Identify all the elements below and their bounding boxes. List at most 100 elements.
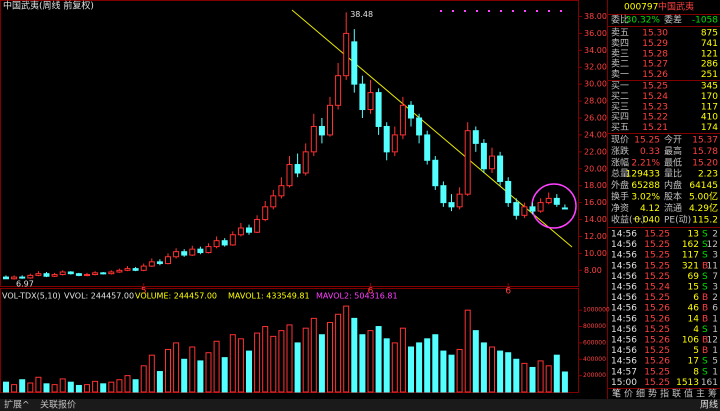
candle-body bbox=[246, 227, 252, 233]
candle-body bbox=[165, 256, 171, 265]
period[interactable]: 周线 bbox=[700, 399, 718, 411]
y-tick-label: 14.00 bbox=[584, 215, 607, 224]
trade-count: 6 bbox=[712, 304, 718, 314]
tab[interactable]: 联 bbox=[672, 389, 681, 400]
trade-side: S bbox=[702, 251, 708, 261]
candle-body bbox=[302, 151, 309, 174]
candle-body bbox=[343, 32, 350, 77]
trade-volume: 162 bbox=[682, 240, 699, 250]
volume-bar bbox=[132, 379, 139, 393]
candle-body bbox=[456, 193, 463, 208]
candle-body bbox=[19, 276, 26, 279]
volume-bar bbox=[11, 384, 18, 393]
trade-volume: 117 bbox=[682, 251, 699, 261]
x-tick-label: 6 bbox=[368, 287, 374, 297]
trade-volume: 1513 bbox=[676, 378, 699, 388]
x-tick-label: 5 bbox=[141, 287, 147, 297]
volume-bar bbox=[343, 305, 350, 393]
quote-label: 量比 bbox=[664, 168, 682, 180]
trade-side: B bbox=[702, 261, 708, 271]
volume-bar bbox=[351, 317, 358, 393]
volume-bar bbox=[367, 330, 374, 393]
tab[interactable]: 笔 bbox=[612, 388, 621, 400]
candle-body bbox=[513, 202, 520, 216]
tab[interactable]: 势 bbox=[648, 388, 657, 400]
trade-price: 15.25 bbox=[644, 293, 670, 303]
quote-value: 64145 bbox=[689, 181, 718, 191]
tab[interactable]: 筹 bbox=[708, 388, 717, 400]
candle-body bbox=[11, 276, 18, 280]
y-tick-label: 18.00 bbox=[584, 181, 607, 190]
volume-bar bbox=[165, 348, 171, 393]
volume-bar bbox=[561, 371, 568, 393]
book-label: 卖三 bbox=[611, 48, 629, 59]
annotation: 38.48 bbox=[350, 10, 373, 19]
trade-time: 14:56 bbox=[611, 251, 637, 261]
candle-body bbox=[173, 251, 180, 258]
candle-body bbox=[286, 164, 293, 187]
y-tick-label: 12.00 bbox=[584, 232, 607, 241]
volume-bar bbox=[432, 334, 439, 393]
candle-body bbox=[480, 142, 487, 170]
quote-label: 现价 bbox=[611, 135, 629, 146]
tab[interactable]: 细 bbox=[636, 388, 645, 400]
volume-bar bbox=[270, 335, 277, 393]
book-label: 买二 bbox=[611, 91, 629, 102]
tab[interactable]: 价 bbox=[624, 389, 633, 400]
stock-name: 中国武夷 bbox=[658, 1, 694, 13]
volume-bar bbox=[229, 334, 236, 393]
trade-count: 3 bbox=[712, 251, 718, 261]
candle-body bbox=[51, 274, 58, 277]
v-tick-label: 200000 bbox=[583, 372, 606, 379]
volume-bar bbox=[408, 346, 414, 393]
book-label: 买三 bbox=[611, 101, 629, 112]
trade-time: 14:56 bbox=[611, 230, 637, 240]
book-label: 卖二 bbox=[611, 59, 629, 70]
chart-title: 中国武夷(周线 前复权) bbox=[3, 0, 94, 12]
candle-body bbox=[254, 219, 261, 233]
candle-body bbox=[318, 125, 325, 136]
book-volume: 345 bbox=[701, 82, 718, 92]
quote-label: 今开 bbox=[664, 134, 682, 146]
volume-header: VOLUME: 244457.00 bbox=[135, 292, 217, 301]
book-volume: 251 bbox=[701, 70, 718, 80]
y-tick-label: 22.00 bbox=[584, 147, 607, 156]
quote-label: 涨幅 bbox=[611, 156, 629, 168]
volume-bar bbox=[480, 342, 487, 393]
tab[interactable]: 值 bbox=[684, 388, 693, 400]
candle-body bbox=[367, 92, 374, 111]
trade-count: 12 bbox=[707, 240, 718, 250]
quote-value: 0.040 bbox=[634, 215, 660, 225]
book-volume: 875 bbox=[701, 29, 718, 39]
candle-body bbox=[416, 117, 423, 136]
volume-bar bbox=[67, 381, 74, 393]
trade-time: 15:00 bbox=[611, 378, 637, 388]
book-volume: 410 bbox=[701, 113, 718, 123]
quote-value: 4.29亿 bbox=[689, 202, 718, 214]
candle-body bbox=[116, 269, 123, 273]
candle-body bbox=[92, 272, 99, 276]
book-price: 15.21 bbox=[642, 123, 668, 133]
book-price: 15.27 bbox=[642, 60, 668, 70]
quote-label: 总量 bbox=[611, 168, 629, 180]
annotation: 6.97 bbox=[16, 280, 34, 289]
candle-body bbox=[278, 185, 285, 197]
trade-volume: 14 bbox=[688, 314, 700, 324]
volume-bar bbox=[545, 365, 552, 393]
quote-value: 65288 bbox=[631, 181, 660, 191]
candle-body bbox=[448, 202, 455, 208]
volume-bar bbox=[140, 365, 147, 393]
tab[interactable]: 主 bbox=[696, 388, 705, 400]
candle-body bbox=[440, 185, 447, 204]
volume-bar bbox=[205, 352, 212, 393]
trade-count: 2 bbox=[712, 230, 718, 240]
stock-code: 000797 bbox=[624, 3, 658, 13]
tab[interactable]: 指 bbox=[660, 388, 669, 400]
footer-item[interactable]: 扩展^ bbox=[4, 399, 30, 411]
footer-item[interactable]: 关联报价 bbox=[40, 399, 76, 411]
candle-body bbox=[262, 206, 269, 221]
x-tick-label: 6 bbox=[505, 287, 511, 297]
trade-side: S bbox=[702, 357, 708, 367]
trade-price: 15.25 bbox=[644, 367, 670, 377]
trade-volume: 13 bbox=[688, 230, 699, 240]
